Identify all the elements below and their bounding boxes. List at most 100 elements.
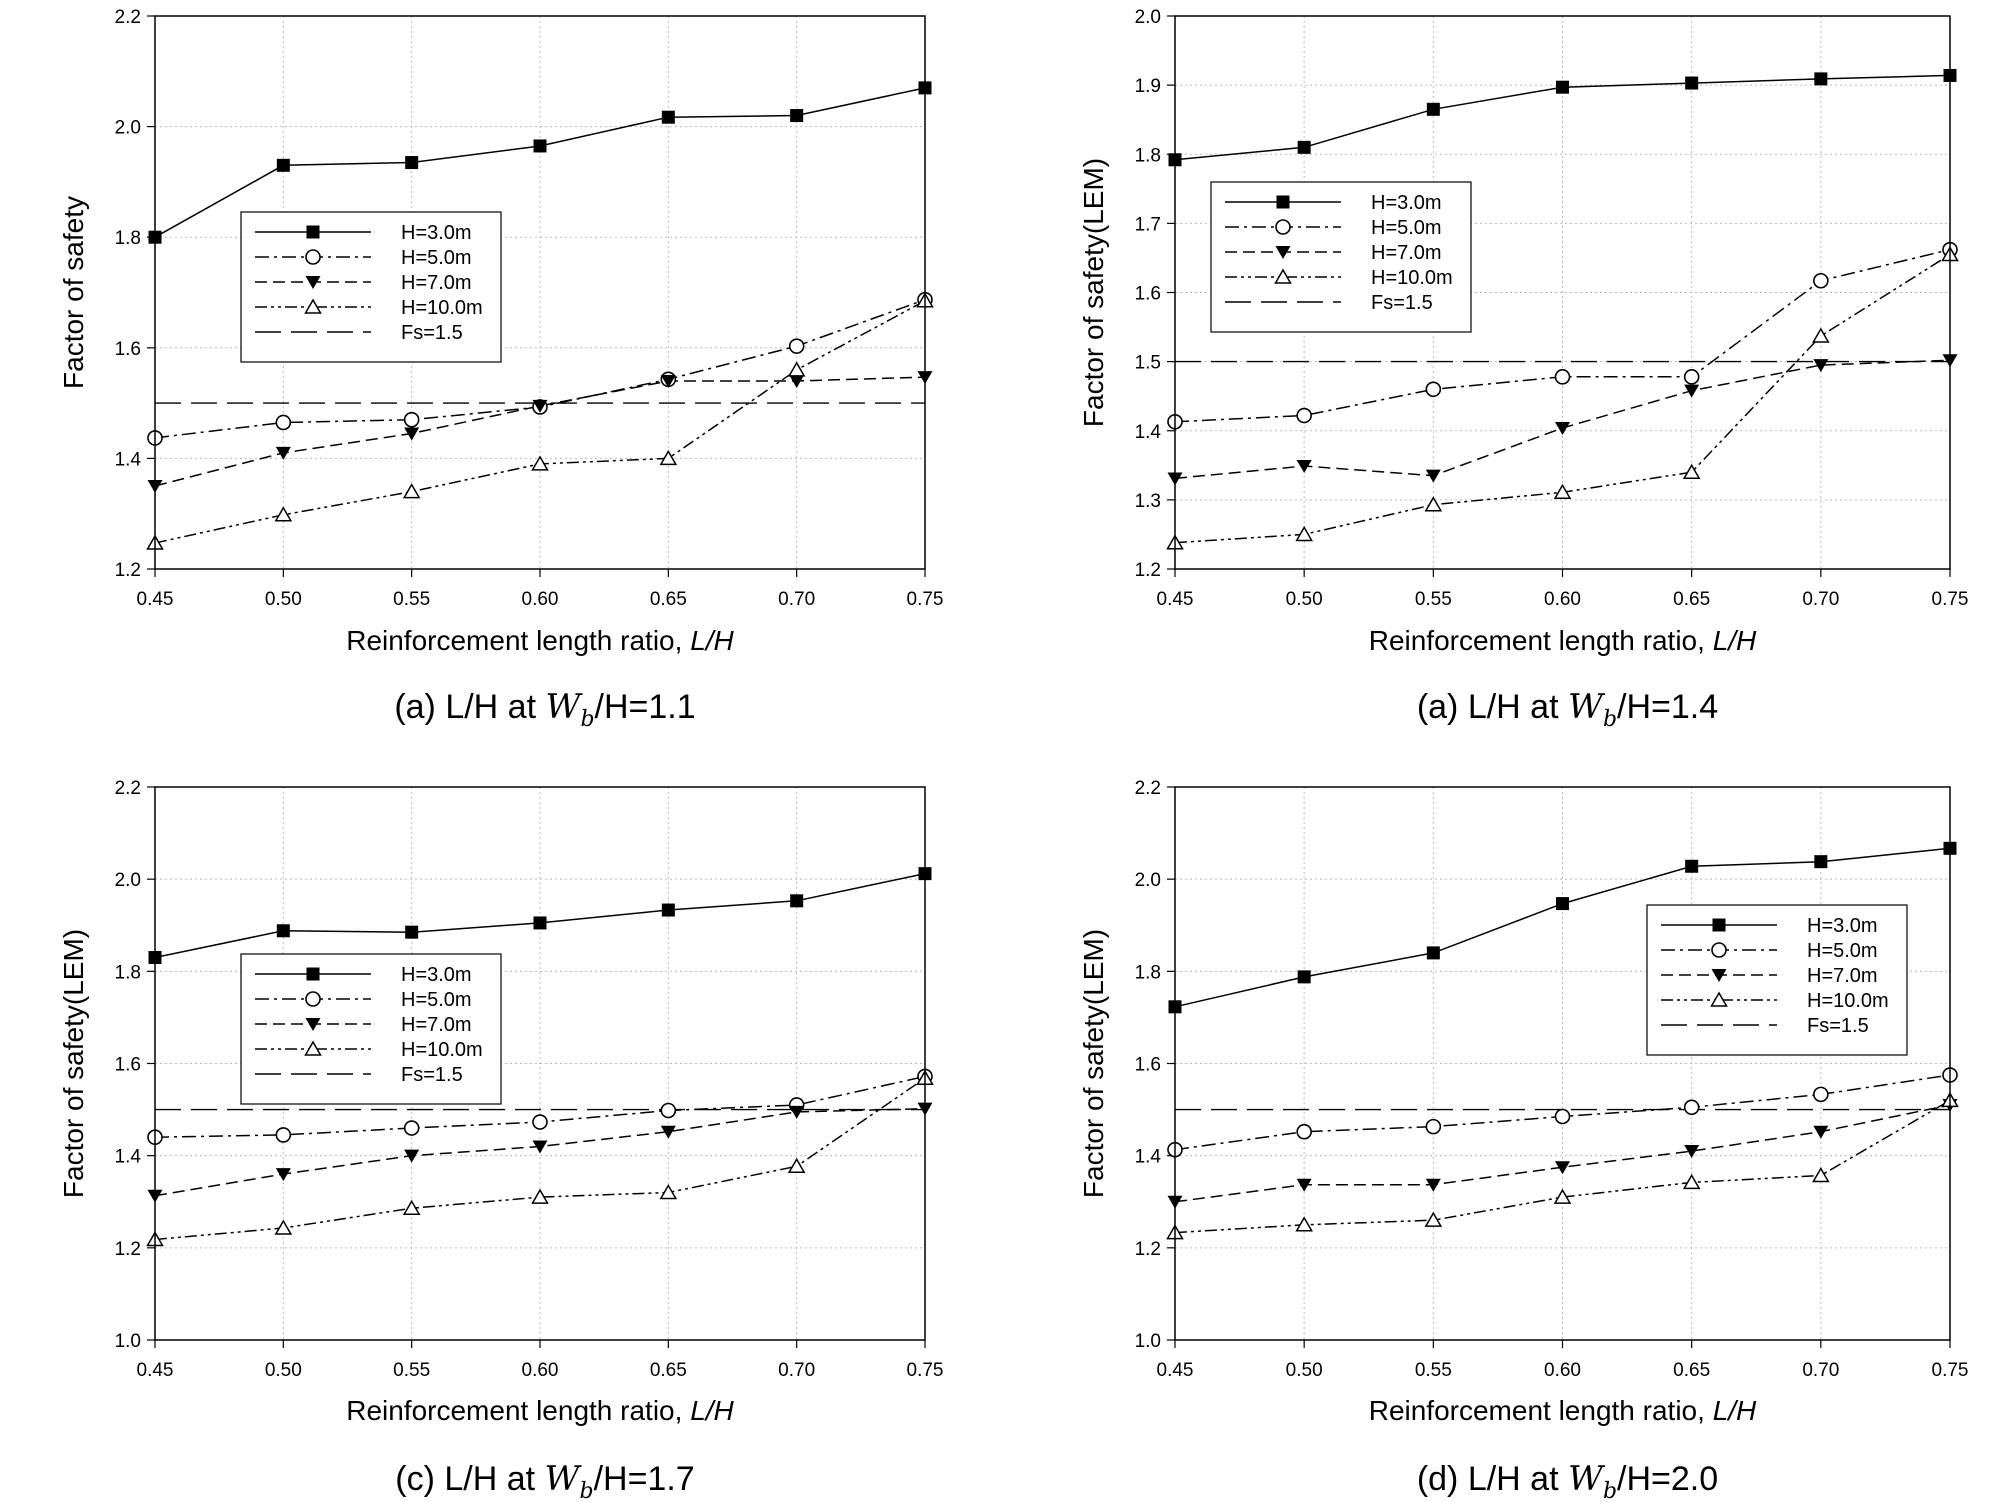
y-tick-label: 1.2 xyxy=(115,1239,141,1260)
legend-marker xyxy=(306,225,320,239)
legend-label: H=10.0m xyxy=(1807,990,1889,1012)
data-point-H=10.0m xyxy=(1682,463,1701,479)
data-point-H=5.0m xyxy=(532,1114,548,1130)
data-point-H=10.0m xyxy=(1295,525,1313,542)
data-point-H=10.0m xyxy=(659,449,678,466)
x-axis-label: Reinforcement length ratio, L/H xyxy=(1369,625,1757,656)
panel-caption: (c) L/H at Wb/H=1.7 xyxy=(395,1459,694,1502)
y-tick-label: 1.8 xyxy=(1135,145,1161,166)
data-point-H=7.0m xyxy=(1296,1178,1312,1192)
data-point-H=3.0m xyxy=(533,139,547,153)
legend-label: H=10.0m xyxy=(401,1039,483,1061)
legend-marker xyxy=(306,967,320,981)
series-line-H=3.0m xyxy=(154,872,926,959)
data-point-H=3.0m xyxy=(1426,102,1440,116)
data-point-H=10.0m xyxy=(1295,1216,1313,1232)
x-axis-label-italic: L/H xyxy=(1713,625,1757,656)
legend-box xyxy=(1210,181,1472,333)
data-point-H=5.0m xyxy=(275,1127,292,1143)
data-point-H=3.0m xyxy=(1426,946,1440,960)
data-point-H=5.0m xyxy=(1296,1123,1312,1140)
caption-prefix: (c) L/H at xyxy=(395,1460,544,1498)
caption-subscript: b xyxy=(580,707,594,732)
data-point-H=10.0m xyxy=(402,1199,421,1215)
data-point-H=10.0m xyxy=(1424,496,1443,512)
legend-label: H=3.0m xyxy=(1807,915,1878,937)
data-point-H=7.0m xyxy=(1813,359,1829,373)
data-point-H=7.0m xyxy=(1555,421,1570,435)
x-axis-label: Reinforcement length ratio, L/H xyxy=(346,625,734,656)
legend-marker xyxy=(305,249,321,265)
legend-marker xyxy=(305,276,321,289)
legend-marker xyxy=(1275,246,1291,259)
x-axis-label-text: Reinforcement length ratio, xyxy=(1369,1395,1713,1426)
panel-caption: (d) L/H at Wb/H=2.0 xyxy=(1417,1459,1718,1502)
legend-label: Fs=1.5 xyxy=(401,322,463,344)
y-tick-label: 1.2 xyxy=(115,560,141,581)
y-tick-label: 1.4 xyxy=(115,1147,142,1168)
x-tick-label: 0.65 xyxy=(1673,589,1710,610)
legend-marker xyxy=(305,991,321,1007)
x-tick-label: 0.45 xyxy=(1157,1360,1194,1381)
legend-label: H=10.0m xyxy=(401,297,483,319)
caption-w: W xyxy=(1568,687,1606,727)
y-tick-label: 2.2 xyxy=(115,778,141,799)
legend-marker xyxy=(305,1018,321,1031)
data-point-H=3.0m xyxy=(1685,76,1699,90)
data-point-H=10.0m xyxy=(1812,327,1830,343)
x-tick-label: 0.55 xyxy=(393,1360,430,1381)
data-point-H=10.0m xyxy=(1682,1173,1701,1190)
caption-prefix: (a) L/H at xyxy=(394,688,545,726)
data-point-H=5.0m xyxy=(1813,1086,1829,1103)
legend-label: H=3.0m xyxy=(401,964,472,986)
data-point-H=10.0m xyxy=(1812,1166,1830,1183)
data-point-H=3.0m xyxy=(276,924,290,938)
data-point-H=3.0m xyxy=(1685,859,1699,873)
x-tick-label: 0.45 xyxy=(137,1360,174,1381)
x-tick-label: 0.75 xyxy=(1932,1360,1969,1381)
legend-marker xyxy=(1711,942,1727,958)
caption-subscript: b xyxy=(1603,1479,1617,1502)
data-point-H=10.0m xyxy=(531,1188,549,1204)
legend-label: H=5.0m xyxy=(1371,217,1442,239)
legend-label: H=5.0m xyxy=(1807,940,1878,962)
legend-label: H=7.0m xyxy=(1371,242,1442,264)
data-point-H=7.0m xyxy=(1425,1178,1441,1192)
chart-panel-2: 0.45 0.50 0.55 0.60 0.65 0.70 0.75 1.2 1.3 1.4 1.5… xyxy=(1078,7,1968,732)
x-axis-label-text: Reinforcement length ratio, xyxy=(346,1395,690,1426)
legend-marker xyxy=(304,1040,322,1056)
y-tick-label: 2.0 xyxy=(115,870,141,891)
x-tick-label: 0.75 xyxy=(1932,589,1969,610)
plot-frame xyxy=(154,15,926,570)
legend: H=3.0m H=5.0m H=7.0m H=10.0m Fs=1.5 xyxy=(1646,904,1908,1056)
data-point-H=7.0m xyxy=(532,399,548,413)
legend: H=3.0m H=5.0m H=7.0m H=10.0m Fs=1.5 xyxy=(240,953,502,1105)
data-point-H=5.0m xyxy=(1813,272,1829,289)
data-point-H=3.0m xyxy=(1297,140,1311,154)
x-tick-label: 0.60 xyxy=(522,589,559,610)
data-point-H=3.0m xyxy=(533,916,547,930)
caption-w: W xyxy=(546,687,584,727)
caption-w: W xyxy=(1568,1459,1606,1499)
x-axis-label: Reinforcement length ratio, L/H xyxy=(1369,1395,1757,1426)
y-tick-label: 1.9 xyxy=(1135,76,1161,97)
data-point-H=3.0m xyxy=(790,894,804,908)
data-point-H=7.0m xyxy=(1813,1125,1829,1139)
panel-caption: (a) L/H at Wb/H=1.4 xyxy=(1417,687,1718,732)
data-point-H=5.0m xyxy=(660,1102,677,1119)
x-tick-label: 0.65 xyxy=(650,589,687,610)
data-point-H=7.0m xyxy=(1296,460,1312,474)
legend-box xyxy=(1646,904,1908,1056)
data-point-H=7.0m xyxy=(1684,1145,1700,1159)
data-point-H=7.0m xyxy=(275,446,291,460)
x-tick-label: 0.75 xyxy=(907,589,944,610)
y-tick-label: 2.0 xyxy=(1135,870,1161,891)
data-point-H=7.0m xyxy=(404,1149,420,1163)
legend-label: H=7.0m xyxy=(401,1014,472,1036)
data-point-H=10.0m xyxy=(402,483,421,499)
legend: H=3.0m H=5.0m H=7.0m H=10.0m Fs=1.5 xyxy=(240,211,502,363)
y-tick-label: 2.2 xyxy=(115,7,141,28)
legend-box xyxy=(240,953,502,1105)
x-tick-label: 0.60 xyxy=(1544,1360,1581,1381)
